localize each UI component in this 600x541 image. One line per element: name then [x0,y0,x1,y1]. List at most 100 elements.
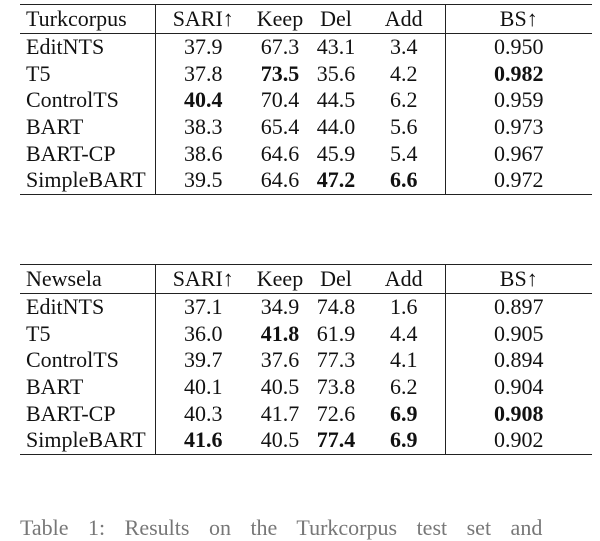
metric-cell: 64.6 [260,167,300,193]
table-row: BART 38.3 65.4 44.0 5.6 0.973 [20,113,592,141]
metric-cell: 41.8 [260,320,300,346]
column-header: Del [320,6,352,31]
table-row: SimpleBART 41.6 40.5 77.4 6.9 0.902 [20,426,592,455]
metric-cell: 0.902 [494,427,544,453]
metric-cell: 36.0 [184,320,223,346]
model-name: EditNTS [20,293,156,321]
metric-cell: 43.1 [316,34,356,60]
column-header: Keep [256,6,304,31]
metric-cell: 64.6 [260,140,300,166]
table-row: ControlTS 40.4 70.4 44.5 6.2 0.959 [20,87,592,114]
metric-cell: 44.0 [316,114,356,140]
model-name: EditNTS [20,33,156,61]
metric-cell: 77.4 [316,427,356,453]
metric-cell: 34.9 [260,294,300,320]
metric-cell: 39.7 [184,347,223,373]
metric-cell: 3.4 [363,33,446,61]
model-name: SimpleBART [20,426,156,455]
newsela-results-table: Newsela SARI↑ Keep Del Add BS↑ EditNTS 37.1 34.… [20,264,592,455]
metric-cell: 61.9 [316,320,356,346]
model-name: ControlTS [20,87,156,114]
metric-cell: 40.5 [260,374,300,400]
metric-cell: 0.897 [494,294,544,320]
metric-cell: 0.908 [494,400,544,426]
metric-cell: 73.8 [316,374,356,400]
metric-cell: 6.9 [363,426,446,455]
metric-cell: 5.6 [363,113,446,141]
metric-cell: 70.4 [260,87,300,113]
dataset-header: Newsela [20,264,156,294]
metric-cell: 5.4 [363,140,446,167]
model-name: T5 [20,60,156,88]
model-name: BART-CP [20,140,156,167]
table-caption: Table 1: Results on the Turkcorpus test … [20,515,543,540]
model-name: BART [20,373,156,401]
metric-cell: 0.973 [494,114,544,140]
turkcorpus-results-table: Turkcorpus SARI↑ Keep Del Add BS↑ EditNTS 37.9… [20,4,592,195]
metric-cell: 40.3 [184,400,223,426]
model-name: BART [20,113,156,141]
column-header: Del [320,266,352,291]
metric-cell: 4.1 [363,347,446,374]
metric-cell: 38.3 [184,114,223,140]
metric-cell: 74.8 [316,294,356,320]
model-name: ControlTS [20,347,156,374]
metric-cell: 0.959 [494,87,544,113]
column-header: Add [363,4,446,34]
column-header: SARI↑ [172,266,234,291]
table-row: T5 36.0 41.8 61.9 4.4 0.905 [20,320,592,348]
metric-cell: 6.6 [363,166,446,195]
model-name: BART-CP [20,400,156,427]
metric-cell: 45.9 [316,140,356,166]
metric-cell: 0.905 [494,320,544,346]
metric-cell: 37.9 [184,34,223,60]
metric-cell: 44.5 [316,87,356,113]
header-row: Turkcorpus SARI↑ Keep Del Add BS↑ [20,4,592,34]
metric-cell: 40.1 [184,374,223,400]
table-row: T5 37.8 73.5 35.6 4.2 0.982 [20,60,592,88]
metric-cell: 41.6 [184,427,223,453]
metric-cell: 0.982 [494,60,544,86]
model-name: SimpleBART [20,166,156,195]
metric-cell: 0.904 [494,374,544,400]
metric-cell: 73.5 [260,60,300,86]
table-row: EditNTS 37.1 34.9 74.8 1.6 0.897 [20,293,592,321]
metric-cell: 38.6 [184,140,223,166]
model-name: T5 [20,320,156,348]
column-header: Keep [256,266,304,291]
table-row: BART-CP 40.3 41.7 72.6 6.9 0.908 [20,400,592,427]
metric-cell: 41.7 [260,400,300,426]
metric-cell: 72.6 [316,400,356,426]
metric-cell: 40.4 [184,87,223,113]
metric-cell: 6.2 [363,373,446,401]
table-row: BART-CP 38.6 64.6 45.9 5.4 0.967 [20,140,592,167]
metric-cell: 37.1 [184,294,223,320]
column-header: BS↑ [499,266,538,291]
metric-cell: 65.4 [260,114,300,140]
metric-cell: 37.6 [260,347,300,373]
metric-cell: 40.5 [260,427,300,453]
column-header: SARI↑ [172,6,234,31]
metric-cell: 1.6 [363,293,446,321]
header-row: Newsela SARI↑ Keep Del Add BS↑ [20,264,592,294]
metric-cell: 4.4 [363,320,446,348]
column-header: Add [363,264,446,294]
column-header: BS↑ [499,6,538,31]
metric-cell: 77.3 [316,347,356,373]
metric-cell: 37.8 [184,60,223,86]
table-row: ControlTS 39.7 37.6 77.3 4.1 0.894 [20,347,592,374]
metric-cell: 0.950 [494,34,544,60]
metric-cell: 67.3 [260,34,300,60]
dataset-header: Turkcorpus [20,4,156,34]
metric-cell: 0.967 [494,140,544,166]
metric-cell: 6.2 [363,87,446,114]
metric-cell: 6.9 [363,400,446,427]
metric-cell: 47.2 [316,167,356,193]
table-row: BART 40.1 40.5 73.8 6.2 0.904 [20,373,592,401]
table-row: EditNTS 37.9 67.3 43.1 3.4 0.950 [20,33,592,61]
metric-cell: 0.972 [494,167,544,193]
metric-cell: 35.6 [316,60,356,86]
metric-cell: 4.2 [363,60,446,88]
metric-cell: 0.894 [494,347,544,373]
metric-cell: 39.5 [184,167,223,193]
